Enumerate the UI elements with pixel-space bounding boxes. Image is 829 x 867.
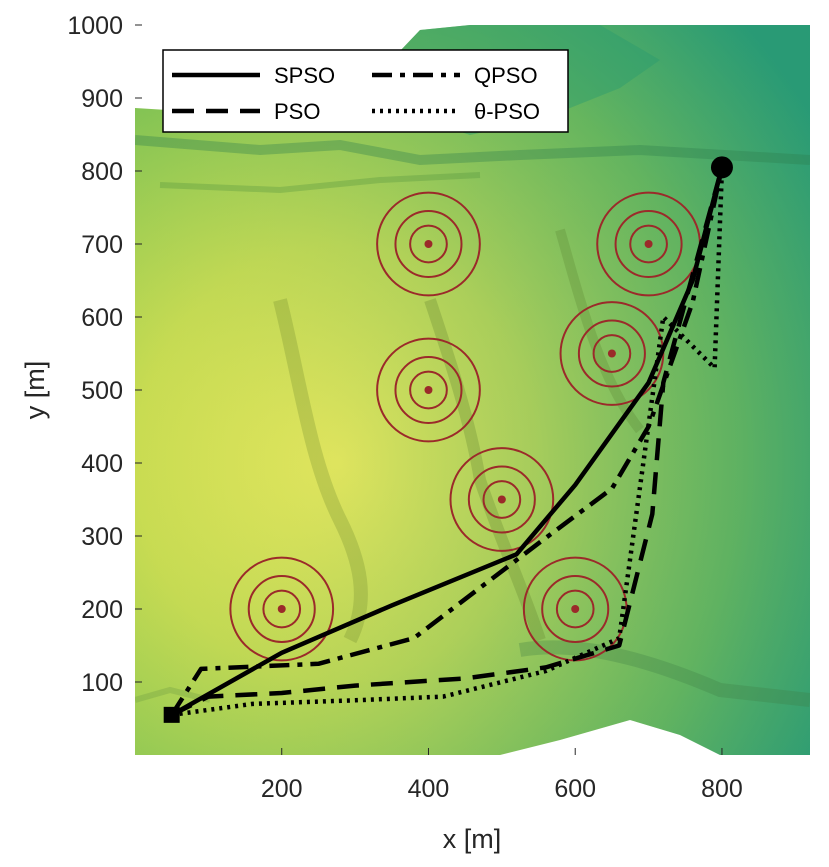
series-line-θ-PSO xyxy=(171,167,725,718)
y-tick-label: 1000 xyxy=(67,12,123,40)
y-axis-label: y [m] xyxy=(20,361,50,420)
obstacle-ring xyxy=(577,319,646,388)
obstacle-center xyxy=(424,240,433,248)
obstacle-3 xyxy=(376,337,481,443)
series-line-QPSO xyxy=(169,166,725,717)
series-line-PSO xyxy=(170,166,725,717)
legend-label-SPSO: SPSO xyxy=(274,63,335,88)
obstacle-ring xyxy=(629,224,668,264)
obstacle-center xyxy=(424,386,433,394)
series-line-SPSO xyxy=(170,166,725,717)
obstacle-ring xyxy=(229,556,335,662)
obstacle-ring xyxy=(541,574,610,644)
legend-label-θ-PSO: θ-PSO xyxy=(474,99,540,124)
obstacle-ring xyxy=(394,209,463,279)
y-tick-label: 200 xyxy=(81,596,123,624)
obstacle-ring xyxy=(467,465,536,534)
obstacle-ring xyxy=(394,355,463,425)
y-tick-label: 800 xyxy=(81,158,123,186)
x-axis-label: x [m] xyxy=(443,824,502,854)
x-tick-label: 600 xyxy=(554,775,596,803)
obstacle-ring xyxy=(614,209,683,279)
y-axis: 100 200 300 400 500 600 700 800 900 1000 xyxy=(67,12,142,697)
obstacle-ring xyxy=(482,480,522,519)
obstacle-ring xyxy=(409,224,448,264)
x-tick-label: 800 xyxy=(701,775,743,803)
legend: SPSO PSO QPSO θ-PSO xyxy=(162,49,569,133)
obstacle-ring xyxy=(449,447,555,552)
obstacle-center xyxy=(571,605,580,613)
obstacle-center xyxy=(607,349,616,358)
y-tick-label: 300 xyxy=(81,523,123,551)
legend-label-QPSO: QPSO xyxy=(474,63,538,88)
y-tick-label: 500 xyxy=(81,377,123,405)
terrain-background xyxy=(135,25,810,755)
obstacle-2 xyxy=(376,191,481,297)
y-tick-label: 700 xyxy=(81,231,123,259)
y-tick-label: 600 xyxy=(81,304,123,332)
obstacle-center xyxy=(497,495,506,504)
obstacle-ring xyxy=(247,574,316,644)
obstacle-ring xyxy=(376,337,481,443)
obstacle-center xyxy=(644,240,653,248)
y-tick-label: 100 xyxy=(81,669,123,697)
obstacle-ring xyxy=(376,191,481,297)
obstacle-4 xyxy=(449,447,555,552)
paths-layer xyxy=(169,166,725,718)
obstacle-1 xyxy=(229,556,335,662)
y-tick-label: 400 xyxy=(81,450,123,478)
y-tick-label: 900 xyxy=(81,85,123,113)
obstacle-ring xyxy=(592,334,632,373)
axes: 100 200 300 400 500 600 700 800 900 1000 200 400 60… xyxy=(20,12,743,854)
legend-label-PSO: PSO xyxy=(274,99,320,124)
obstacle-ring xyxy=(555,589,595,629)
x-tick-label: 400 xyxy=(408,775,450,803)
start-marker xyxy=(163,706,180,723)
x-axis: 200 400 600 800 xyxy=(261,748,743,803)
x-tick-label: 200 xyxy=(261,775,303,803)
obstacle-ring xyxy=(262,589,302,629)
obstacle-ring xyxy=(409,370,448,410)
goal-marker xyxy=(710,156,733,179)
obstacle-center xyxy=(277,605,286,613)
